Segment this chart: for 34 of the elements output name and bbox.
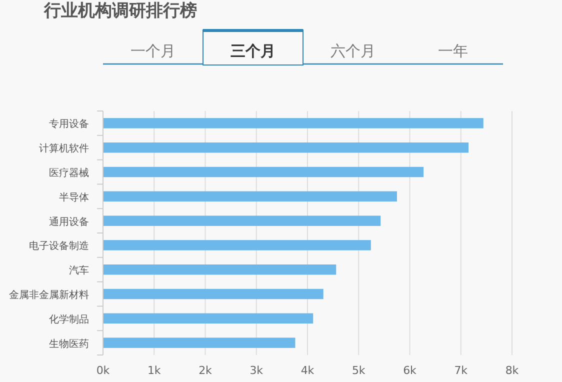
- x-tick-label: 1k: [147, 364, 162, 377]
- x-tick-label: 3k: [250, 364, 264, 377]
- bar: [103, 288, 324, 300]
- bar: [103, 191, 397, 202]
- bar: [103, 338, 296, 348]
- chart-title: 行业机构调研排行榜: [43, 1, 197, 21]
- x-tick-label: 2k: [198, 364, 213, 377]
- x-tick-label: 6k: [403, 364, 418, 377]
- x-tick-label: 8k: [505, 364, 520, 377]
- y-tick-label: 金属非金属新材料: [9, 289, 89, 301]
- text: 一年: [438, 42, 468, 60]
- y-tick-label: 医疗器械: [49, 167, 89, 179]
- bar: [103, 216, 381, 226]
- bar: [103, 313, 314, 324]
- bar: [103, 118, 484, 128]
- bar: [103, 264, 336, 275]
- text: 三个月: [230, 42, 276, 60]
- x-tick-label: 5k: [352, 364, 366, 377]
- y-tick-label: 电子设备制造: [29, 240, 89, 252]
- bar: [103, 166, 424, 178]
- bar: [103, 142, 469, 153]
- y-tick-label: 通用设备: [49, 216, 89, 228]
- bar: [103, 240, 371, 250]
- x-tick-label: 4k: [300, 364, 315, 377]
- text: 六个月: [330, 42, 376, 60]
- y-tick-label: 计算机软件: [39, 142, 89, 155]
- y-tick-label: 化学制品: [49, 313, 89, 326]
- y-tick-label: 生物医药: [49, 338, 89, 350]
- x-tick-label: 0k: [96, 364, 110, 377]
- y-tick-label: 专用设备: [49, 118, 89, 130]
- y-tick-label: 汽车: [69, 264, 89, 277]
- y-tick-label: 半导体: [59, 191, 89, 204]
- text: 一个月: [130, 42, 176, 60]
- x-tick-label: 7k: [454, 364, 468, 377]
